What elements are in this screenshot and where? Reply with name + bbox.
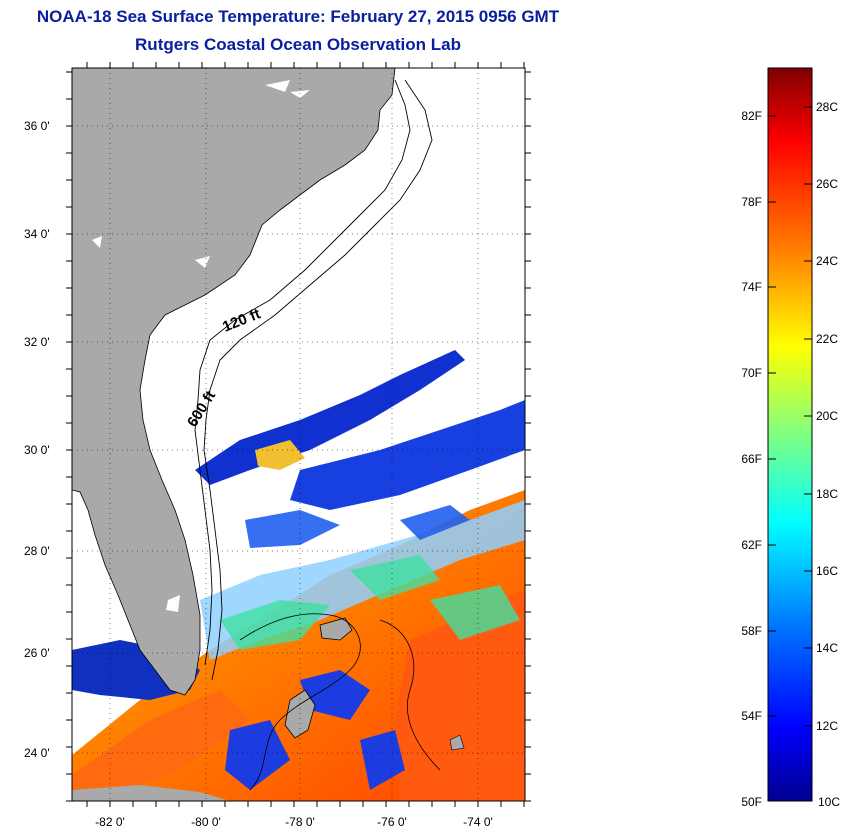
f-label-66: 66F — [741, 452, 762, 466]
lon-label-78: -78 0' — [285, 815, 315, 829]
warm-water-strip — [72, 690, 250, 801]
lat-label-32: 32 0' — [24, 335, 50, 349]
map-frame — [71, 67, 526, 802]
c-label-16: 16C — [816, 564, 838, 578]
f-label-82: 82F — [741, 109, 762, 123]
axis-ticks — [66, 62, 531, 807]
c-label-10: 10C — [818, 795, 840, 809]
c-label-28: 28C — [816, 100, 838, 114]
c-label-12: 12C — [816, 719, 838, 733]
f-label-50: 50F — [741, 795, 762, 809]
lat-label-30: 30 0' — [24, 443, 50, 457]
f-label-58: 58F — [741, 624, 762, 638]
map-subtitle: Rutgers Coastal Ocean Observation Lab — [135, 35, 461, 54]
f-label-78: 78F — [741, 195, 762, 209]
cold-water-patches-south — [225, 670, 405, 790]
lon-label-82: -82 0' — [95, 815, 125, 829]
contour-600ft — [203, 79, 433, 681]
us-southeast-coast-land — [72, 68, 396, 696]
cuba-land — [72, 785, 230, 801]
graticule — [72, 68, 525, 801]
small-island — [449, 734, 465, 751]
color-scale-bar — [767, 67, 813, 802]
contour-120ft — [194, 79, 411, 666]
colorbar-f-ticks — [768, 115, 776, 717]
warm-eddy — [255, 440, 305, 470]
f-label-54: 54F — [741, 709, 762, 723]
green-water-patches — [220, 555, 520, 650]
cold-water-streak-east — [290, 400, 525, 510]
f-label-74: 74F — [741, 280, 762, 294]
lon-label-80: -80 0' — [191, 815, 221, 829]
lat-label-34: 34 0' — [24, 227, 50, 241]
map-title: NOAA-18 Sea Surface Temperature: Februar… — [36, 7, 560, 26]
c-label-14: 14C — [816, 641, 838, 655]
lat-label-36: 36 0' — [24, 119, 50, 133]
c-label-22: 22C — [816, 332, 838, 346]
c-label-26: 26C — [816, 177, 838, 191]
cold-water-streak-mid — [245, 505, 470, 548]
c-label-24: 24C — [816, 254, 838, 268]
contour-deep-bahamas — [239, 613, 441, 791]
warm-water-core — [395, 590, 525, 801]
c-label-18: 18C — [816, 487, 838, 501]
f-label-62: 62F — [741, 538, 762, 552]
bahamas-grand-bahama-land — [319, 617, 353, 641]
lat-label-24: 24 0' — [24, 746, 50, 760]
lat-label-28: 28 0' — [24, 544, 50, 558]
colorbar-c-ticks — [804, 106, 812, 727]
lon-label-74: -74 0' — [463, 815, 493, 829]
f-label-70: 70F — [741, 366, 762, 380]
lat-label-26: 26 0' — [24, 646, 50, 660]
lon-label-76: -76 0' — [377, 815, 407, 829]
c-label-20: 20C — [816, 409, 838, 423]
